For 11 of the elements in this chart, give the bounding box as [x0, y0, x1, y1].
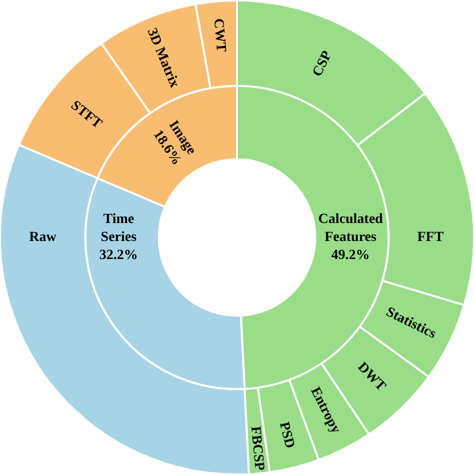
slice-label: CWT: [210, 18, 228, 54]
slice-label: FBCSP: [247, 426, 267, 472]
data-label: 32.2%: [99, 248, 138, 264]
slice-label: Time Series: [100, 212, 138, 245]
slice-label: Calculated Features: [318, 212, 384, 245]
slice-label: 3D Matrix: [144, 26, 182, 90]
slice-label: Raw: [29, 230, 58, 245]
slice-label: FFT: [417, 230, 444, 245]
data-label: 49.2%: [331, 248, 370, 264]
slice-label: PSD: [276, 420, 297, 450]
slice-label: CSP: [310, 48, 336, 80]
